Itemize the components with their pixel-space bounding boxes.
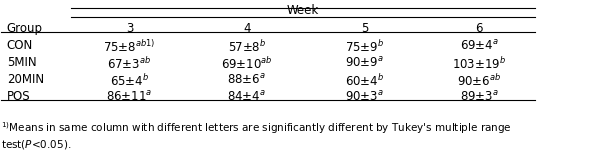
Text: 57±8$^{b}$: 57±8$^{b}$ — [228, 39, 266, 55]
Text: 90±9$^{a}$: 90±9$^{a}$ — [345, 56, 384, 70]
Text: 3: 3 — [126, 22, 133, 35]
Text: 88±6$^{a}$: 88±6$^{a}$ — [228, 73, 266, 87]
Text: 89±3$^{a}$: 89±3$^{a}$ — [460, 90, 499, 104]
Text: $^{1)}$Means in same column with different letters are significantly different b: $^{1)}$Means in same column with differe… — [1, 120, 512, 151]
Text: 60±4$^{b}$: 60±4$^{b}$ — [345, 73, 384, 89]
Text: Group: Group — [6, 22, 42, 35]
Text: 65±4$^{b}$: 65±4$^{b}$ — [110, 73, 149, 89]
Text: 75±8$^{ab1)}$: 75±8$^{ab1)}$ — [103, 39, 156, 55]
Text: Week: Week — [287, 4, 319, 17]
Text: 84±4$^{a}$: 84±4$^{a}$ — [228, 90, 266, 104]
Text: 90±3$^{a}$: 90±3$^{a}$ — [345, 90, 384, 104]
Text: 69±4$^{a}$: 69±4$^{a}$ — [460, 39, 499, 53]
Text: CON: CON — [6, 39, 33, 52]
Text: 5MIN: 5MIN — [6, 56, 37, 69]
Text: 6: 6 — [476, 22, 483, 35]
Text: 5: 5 — [360, 22, 368, 35]
Text: 69±10$^{ab}$: 69±10$^{ab}$ — [221, 56, 273, 72]
Text: POS: POS — [6, 90, 30, 103]
Text: 103±19$^{b}$: 103±19$^{b}$ — [452, 56, 506, 72]
Text: 90±6$^{ab}$: 90±6$^{ab}$ — [457, 73, 502, 89]
Text: 86±11$^{a}$: 86±11$^{a}$ — [106, 90, 153, 104]
Text: 75±9$^{b}$: 75±9$^{b}$ — [345, 39, 384, 55]
Text: 67±3$^{ab}$: 67±3$^{ab}$ — [107, 56, 152, 72]
Text: 20MIN: 20MIN — [6, 73, 44, 86]
Text: 4: 4 — [243, 22, 251, 35]
